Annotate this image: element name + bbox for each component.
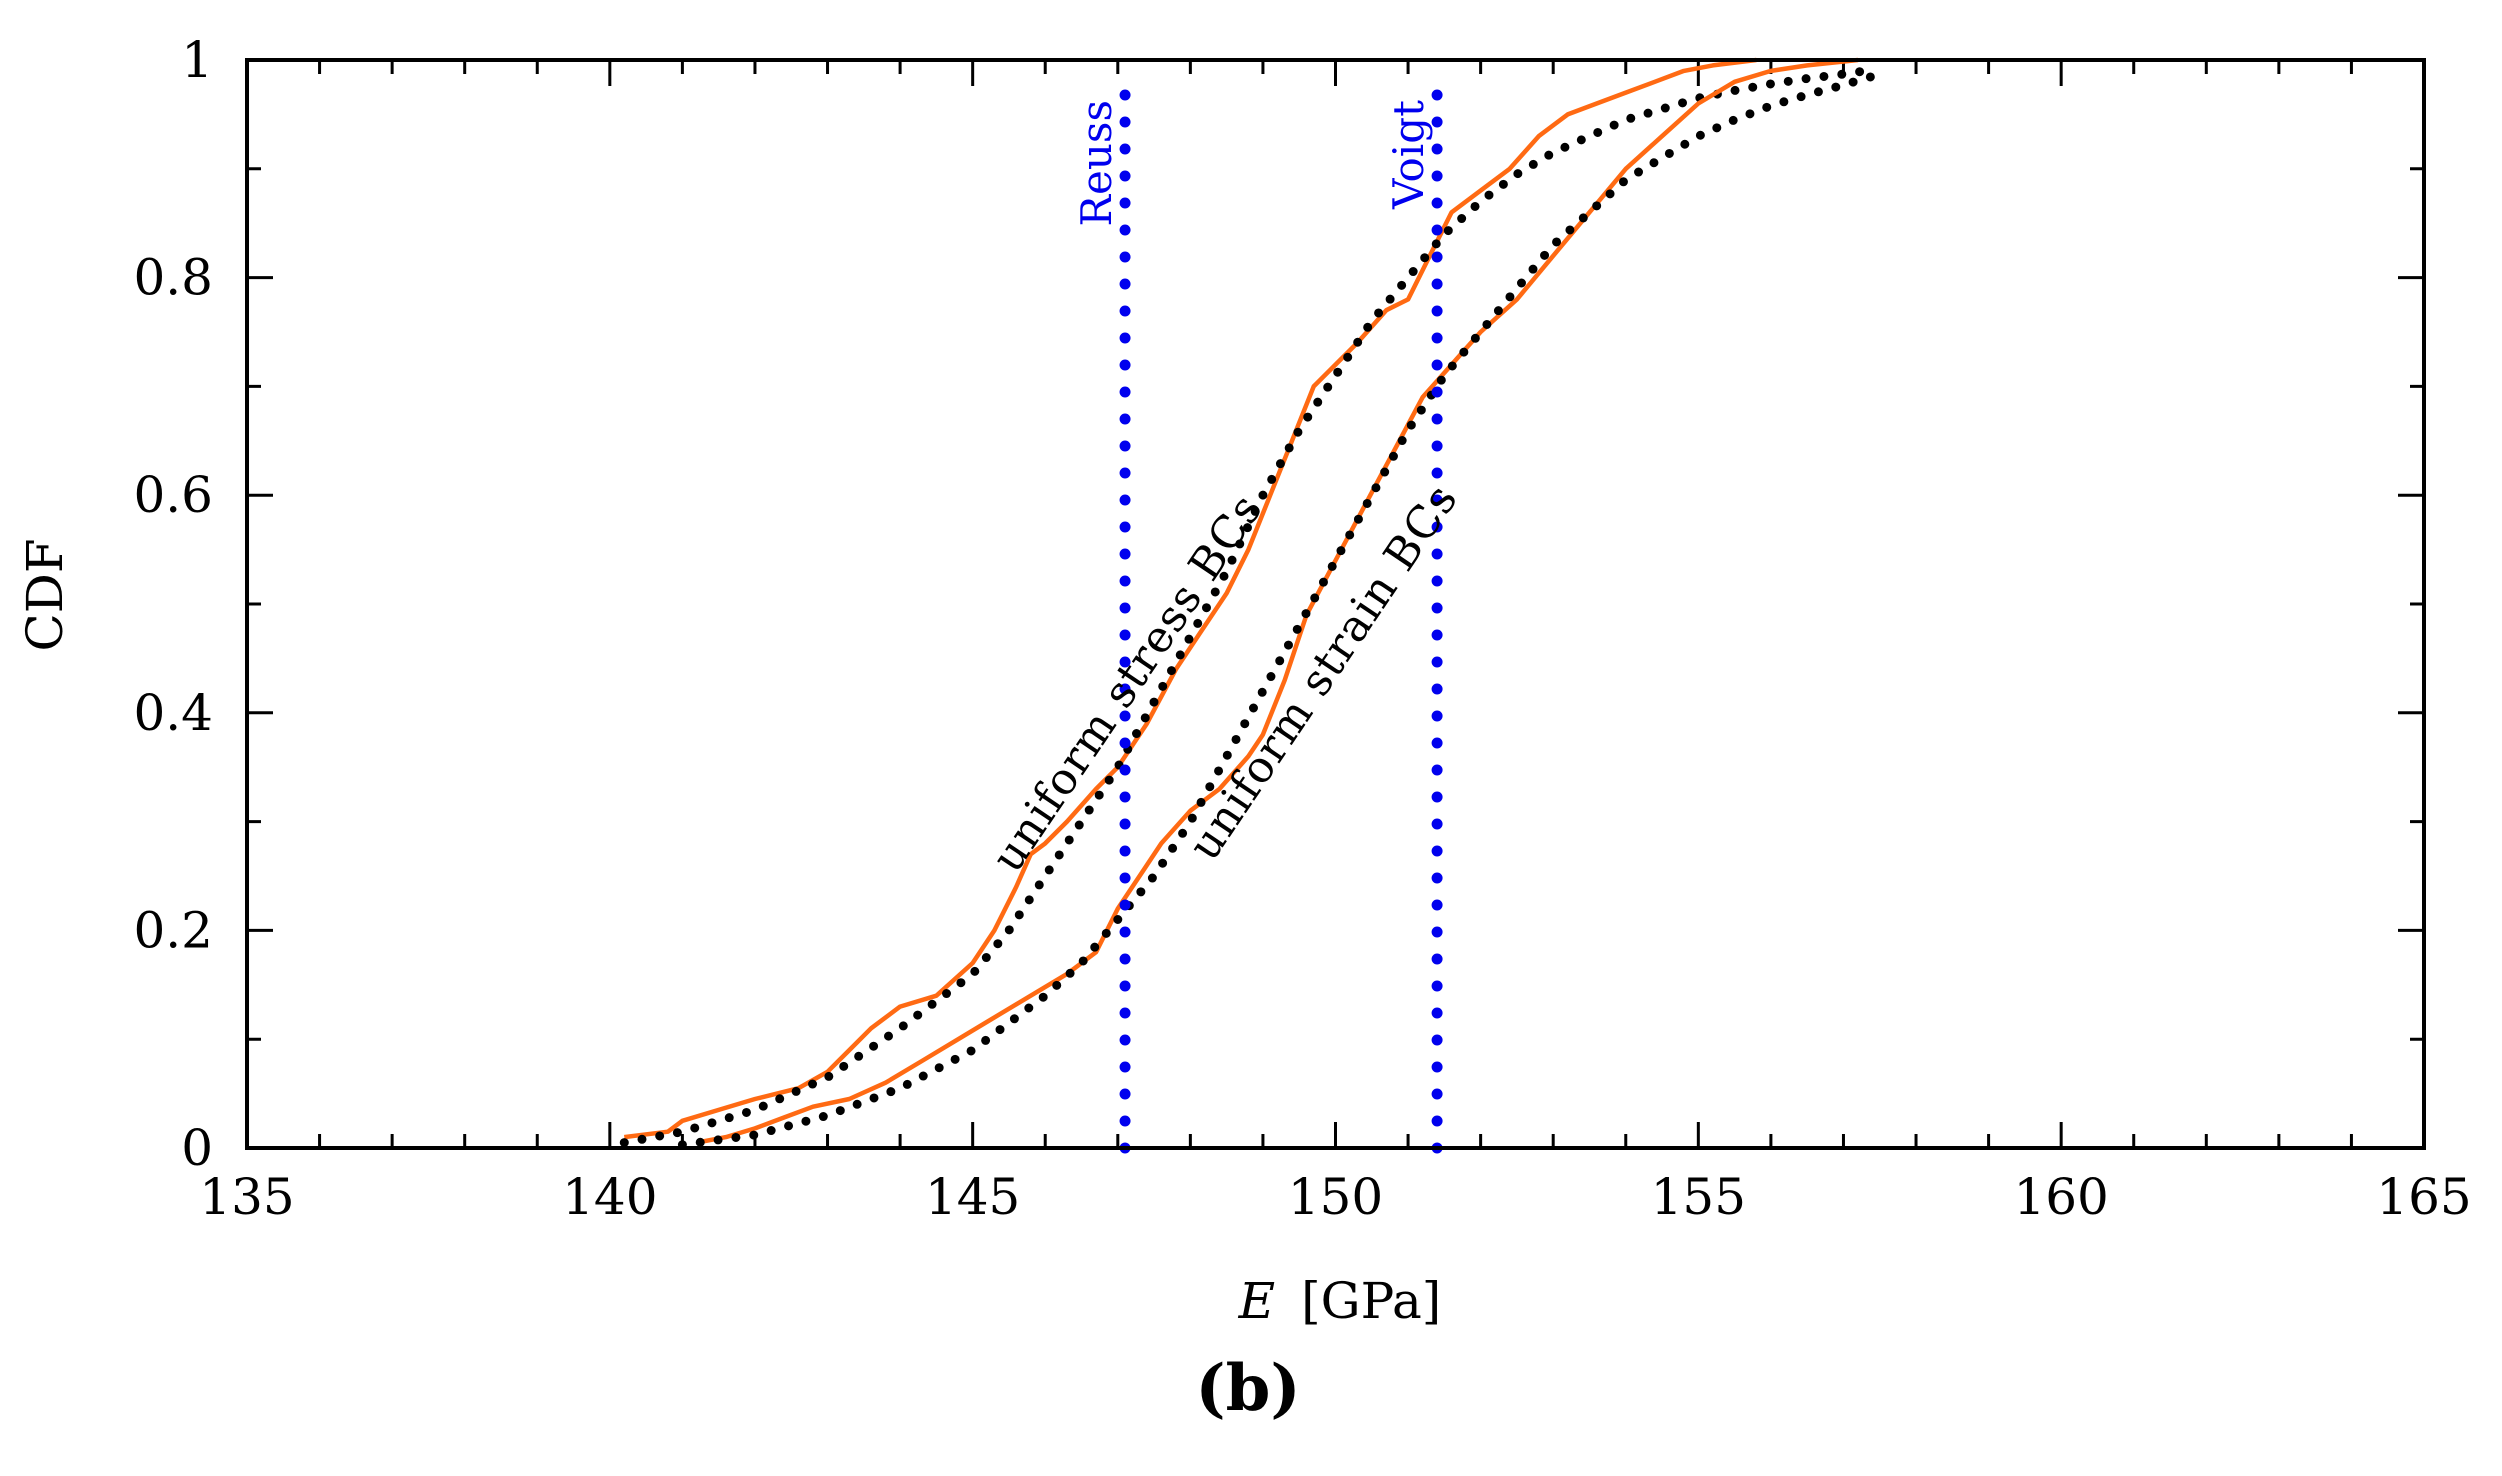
y-tick-label: 0.6 [133, 466, 213, 524]
fitted-cdf-curve [619, 66, 1870, 1148]
x-axis-title: E [GPa] [1238, 1272, 1442, 1330]
y-tick-label: 0 [181, 1119, 213, 1177]
x-tick-label: 165 [2376, 1168, 2471, 1226]
reuss-label: Reuss [1072, 100, 1121, 227]
reference-lines: Reuss Voigt [1072, 80, 1443, 1154]
plot-frame [245, 58, 2426, 1150]
panel-label: (b) [1195, 1351, 1300, 1426]
y-tick-label: 1 [181, 31, 213, 89]
x-tick-label: 140 [562, 1168, 657, 1226]
tick-labels: 135 140 145 150 155 160 165 0 0.2 0.4 0.6 0.8 1 [133, 31, 2471, 1226]
x-tick-label: 155 [1651, 1168, 1746, 1226]
voigt-label: Voigt [1384, 100, 1433, 210]
x-tick-label: 135 [199, 1168, 294, 1226]
x-tick-label: 160 [2013, 1168, 2108, 1226]
y-tick-label: 0.4 [133, 684, 213, 742]
y-axis-title: CDF [16, 538, 74, 651]
y-tick-label: 0.8 [133, 249, 213, 307]
x-tick-label: 150 [1288, 1168, 1383, 1226]
empirical-cdf-curve [624, 57, 1757, 1140]
x-axis-unit: [GPa] [1301, 1272, 1441, 1330]
x-axis-variable: E [1238, 1272, 1276, 1330]
data-layer [619, 57, 1877, 1150]
y-tick-label: 0.2 [133, 901, 213, 959]
x-tick-label: 145 [925, 1168, 1020, 1226]
empirical-cdf-curve [696, 57, 1859, 1145]
